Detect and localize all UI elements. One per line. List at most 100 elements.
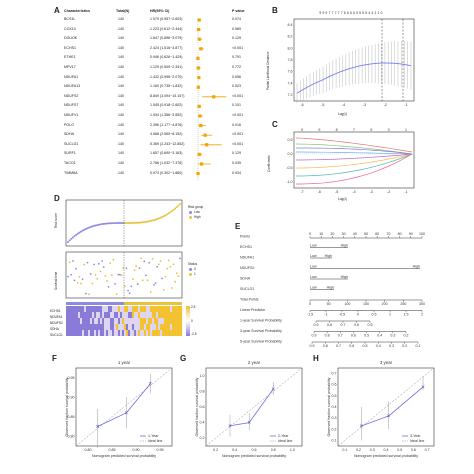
heatmap-cell (134, 318, 137, 324)
legend-status-alive: 0 (194, 267, 196, 271)
forest-row-pvalue: 0.016 (232, 122, 241, 127)
risk-plot (65, 199, 183, 336)
forest-row-total: 140 (118, 36, 124, 41)
legend-status-title: Status (188, 262, 198, 266)
calibration-point: × (124, 410, 128, 416)
heatmap-cell (158, 318, 161, 324)
forest-row-name: COX10 (64, 26, 76, 31)
heatmap-colorbar (186, 306, 190, 336)
calibration-ylabel: Observed fraction survival probability (195, 377, 199, 436)
heatmap-cell (176, 330, 179, 336)
heatmap-cell (124, 324, 127, 330)
forest-estimate-marker (197, 152, 201, 156)
heatmap-cell (144, 312, 147, 318)
heatmap-cell (106, 312, 109, 318)
lasso-coef-topcount: 7 (353, 128, 355, 132)
survival-point (119, 273, 121, 276)
nomogram-points-ticklabel: 20 (330, 232, 334, 236)
nomogram-row-label: Points (240, 235, 250, 239)
forest-row-name: TIMM8A (64, 170, 78, 175)
nomogram-points-ticklabel: 60 (375, 232, 379, 236)
heatmap-cell (104, 306, 107, 312)
heatmap-cell (84, 318, 87, 324)
calibration-ytick: 0.8 (200, 389, 205, 393)
calibration-legend-ideal-label: Ideal line (278, 439, 292, 443)
survival-point (141, 279, 144, 282)
forest-row-total: 140 (118, 151, 124, 156)
survival-point (101, 260, 103, 262)
survival-point (177, 275, 180, 278)
survival-point (149, 291, 152, 293)
lasso-cv-ytick: 7.6 (288, 70, 293, 74)
risk-score-point (149, 219, 152, 222)
forest-row-name: POLG (64, 122, 74, 127)
heatmap-cell (78, 330, 81, 336)
nomogram-surv5-ticklabel: 0.9 (310, 344, 315, 348)
risk-score-point (175, 206, 178, 209)
calibration-ytick: 0.3 (332, 416, 337, 420)
heatmap-cell (74, 324, 77, 330)
heatmap-cell (170, 312, 173, 318)
heatmap-cell (160, 306, 163, 312)
heatmap-cell (100, 324, 103, 330)
forest-header-pvalue: P value (232, 9, 245, 13)
heatmap-cell (68, 324, 71, 330)
forest-row-total: 140 (118, 55, 124, 60)
heatmap-cell (96, 330, 99, 336)
heatmap-cell (120, 306, 123, 312)
heatmap-cell (72, 306, 75, 312)
heatmap-cell (110, 312, 113, 318)
survival-point (114, 282, 116, 285)
heatmap-cell (92, 312, 95, 318)
calibration-ideal-line (75, 367, 173, 447)
lasso-coef-ylabel: Coefficients (267, 155, 271, 172)
heatmap-cell (82, 318, 85, 324)
heatmap-cell (106, 324, 109, 330)
heatmap-cell (78, 306, 81, 312)
survival-point (122, 267, 125, 269)
calibration-frame (337, 367, 435, 447)
calibration-point: × (148, 381, 152, 387)
heatmap-cell (152, 306, 155, 312)
survival-point (130, 285, 133, 288)
heatmap-cell (104, 330, 107, 336)
heatmap-cell (174, 306, 177, 312)
forest-row-pvalue: <0.001 (232, 132, 244, 137)
heatmap-cell (108, 330, 111, 336)
heatmap-cell (178, 330, 181, 336)
nomogram-points-ticklabel: 100 (419, 232, 425, 236)
forest-estimate-marker (196, 56, 200, 60)
lasso-coef-path (296, 147, 413, 155)
heatmap-cell (116, 318, 119, 324)
forest-row-total: 140 (118, 65, 124, 69)
risk-score-point (170, 210, 173, 213)
risk-score-point (115, 222, 118, 225)
heatmap-cell (94, 330, 97, 336)
heatmap-cell (160, 312, 163, 318)
forest-row-pvalue: 0.074 (232, 17, 241, 21)
heatmap-cell (146, 318, 149, 324)
forest-row-hr: 5.369 (2.243~12.852) (150, 141, 185, 146)
survival-point (97, 262, 100, 265)
heatmap-cell (66, 318, 69, 324)
heatmap-cell (160, 330, 163, 336)
survival-point (73, 279, 76, 282)
calibration-title: 1 year (118, 360, 131, 365)
lasso-cv-ytick: 7.4 (288, 81, 293, 85)
heatmap-cell (148, 324, 151, 330)
heatmap-cell (112, 318, 115, 324)
nomogram-surv3-ticklabel: 0.8 (325, 334, 330, 338)
heatmap-scale-low: -2.5 (191, 332, 197, 336)
risk-score-ylabel: Risk score (54, 213, 58, 228)
heatmap-cell (102, 324, 105, 330)
legend-dead-dot (189, 273, 192, 276)
lasso-coef-ytick: -0.5 (286, 166, 292, 170)
nomogram-surv3-ticklabel: 0.3 (390, 334, 395, 338)
forest-row-pvalue: 0.934 (232, 170, 241, 175)
calibration-plot-2year: 2 year 0.2 0.2 0.4 0.4 0.6 0.6 0.8 0.8 1.0 1.0 × × × 2… (195, 360, 303, 458)
heatmap-cell (170, 318, 173, 324)
risk-score-point (68, 239, 71, 242)
calibration-ideal-line (337, 367, 435, 447)
heatmap-cell (98, 306, 101, 312)
heatmap-cell (122, 330, 125, 336)
